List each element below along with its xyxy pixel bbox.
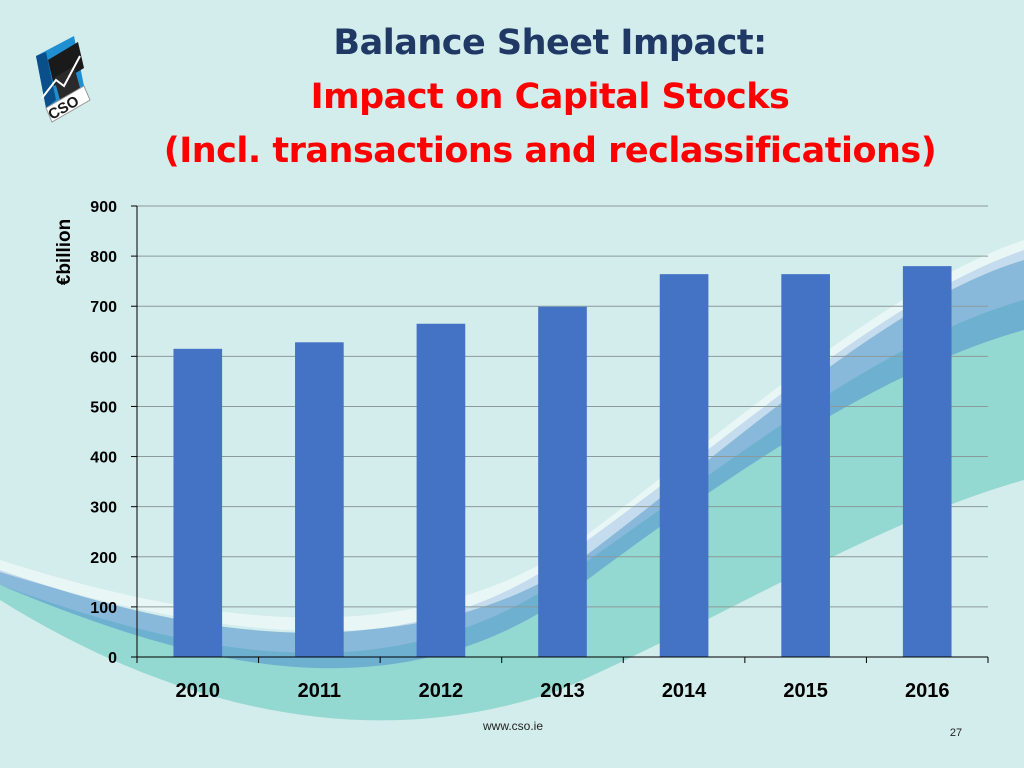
slide-title: Balance Sheet Impact:: [333, 23, 767, 63]
cso-logo: CSO: [36, 36, 91, 124]
x-tick-label-2011: 2011: [298, 680, 341, 702]
page-number: 27: [949, 727, 963, 739]
bar-2012: [416, 323, 466, 657]
title-block: Balance Sheet Impact: Impact on Capital …: [150, 16, 950, 178]
y-tick-label: 900: [90, 199, 117, 216]
x-tick-label-2013: 2013: [540, 680, 585, 702]
y-tick-label: 200: [90, 550, 117, 567]
cso-logo-icon: [36, 36, 91, 123]
x-tick-label-2014: 2014: [662, 680, 707, 702]
axes: [131, 205, 989, 663]
y-tick-label: 600: [90, 349, 117, 366]
y-tick-label: 800: [90, 249, 117, 266]
y-tick-label: 300: [90, 500, 117, 517]
tick-labels: 0 100 200 300 400 500 600 700 800 900 2010 2011 2012…: [90, 199, 949, 702]
footer-url[interactable]: www.cso.ie: [482, 719, 544, 733]
x-tick-label-2016: 2016: [905, 680, 950, 702]
slide-subtitle-line1: Impact on Capital Stocks: [310, 77, 790, 117]
bar-2011: [295, 342, 344, 657]
slide-subtitle-line2: (Incl. transactions and reclassification…: [163, 131, 937, 171]
x-tick-label-2010: 2010: [176, 680, 221, 702]
x-tick-label-2015: 2015: [783, 680, 828, 702]
bar-2015: [781, 274, 830, 657]
bar-2016: [902, 266, 952, 657]
x-tick-label-2012: 2012: [419, 680, 464, 702]
bars: [173, 266, 952, 657]
bar-2014: [659, 274, 709, 657]
y-axis-label: €billion: [54, 219, 75, 286]
y-tick-label: 400: [90, 450, 117, 467]
bar-2010: [173, 348, 223, 657]
y-tick-label: 100: [90, 600, 117, 617]
y-tick-label: 500: [90, 399, 117, 416]
y-tick-label: 0: [108, 650, 117, 667]
y-tick-label: 700: [90, 299, 117, 316]
bar-2013: [538, 306, 587, 657]
